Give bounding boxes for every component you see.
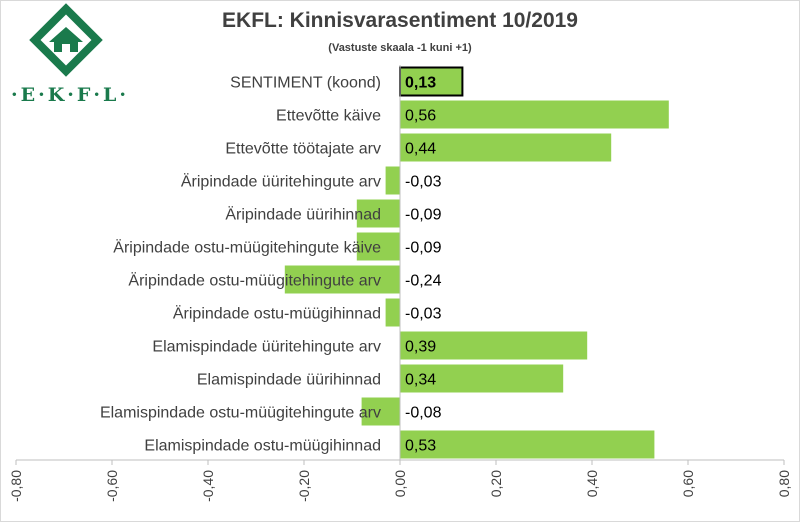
bar-10 [361, 397, 400, 426]
category-label-3: Äripindade üüritehingute arv [181, 173, 381, 191]
value-label-7: -0,03 [405, 306, 442, 323]
bar-4 [356, 199, 400, 228]
value-label-9: 0,34 [405, 372, 436, 389]
ekfl-logo-text: ·E·K·F·L· [11, 84, 129, 106]
bar-3 [385, 166, 400, 195]
bar-7 [385, 298, 400, 327]
category-label-10: Elamispindade ostu-müügitehingute arv [100, 405, 381, 422]
category-label-11: Elamispindade ostu-müügihinnad [144, 438, 381, 455]
category-label-8: Elamispindade üüritehingute arv [152, 339, 381, 356]
x-tick-label-7: 0,60 [680, 470, 696, 497]
bar-2 [400, 133, 612, 162]
chart-title: EKFL: Kinnisvarasentiment 10/2019 [222, 9, 578, 32]
x-tick-label-4: 0,00 [392, 470, 408, 497]
x-tick-label-3: -0,20 [296, 470, 312, 502]
value-label-5: -0,09 [405, 240, 442, 257]
x-tick-label-6: 0,40 [584, 470, 600, 497]
value-label-8: 0,39 [405, 339, 436, 356]
category-label-9: Elamispindade üürihinnad [197, 372, 381, 389]
value-label-10: -0,08 [405, 405, 442, 422]
bar-1 [400, 100, 669, 129]
x-tick-label-0: -0,80 [8, 470, 24, 502]
category-label-4: Äripindade üürihinnad [225, 206, 381, 224]
category-label-7: Äripindade ostu-müügihinnad [173, 305, 381, 323]
category-label-6: Äripindade ostu-müügitehingute arv [128, 272, 381, 290]
value-label-4: -0,09 [405, 207, 442, 224]
value-label-6: -0,24 [405, 273, 442, 290]
chart-subtitle: (Vastuste skaala -1 kuni +1) [328, 42, 472, 54]
value-label-11: 0,53 [405, 438, 436, 455]
bar-6 [284, 265, 400, 294]
bar-11 [400, 430, 655, 459]
value-label-3: -0,03 [405, 174, 442, 191]
x-tick-label-1: -0,60 [104, 470, 120, 502]
value-label-0: 0,13 [405, 75, 436, 92]
value-label-2: 0,44 [405, 141, 436, 158]
ekfl-logo: ·E·K·F·L· [0, 0, 140, 120]
x-tick-label-2: -0,40 [200, 470, 216, 502]
category-label-2: Ettevõtte töötajate arv [225, 141, 381, 158]
bar-5 [356, 232, 400, 261]
x-tick-label-5: 0,20 [488, 470, 504, 497]
value-label-1: 0,56 [405, 108, 436, 125]
x-tick-label-8: 0,80 [776, 470, 792, 497]
category-label-5: Äripindade ostu-müügitehingute käive [113, 239, 381, 257]
category-label-1: Ettevõtte käive [276, 108, 381, 125]
bar-0 [399, 66, 464, 97]
category-label-0: SENTIMENT (koond) [230, 75, 381, 92]
bar-9 [400, 364, 564, 393]
bar-8 [400, 331, 588, 360]
ekfl-logo-house-icon [29, 3, 103, 77]
